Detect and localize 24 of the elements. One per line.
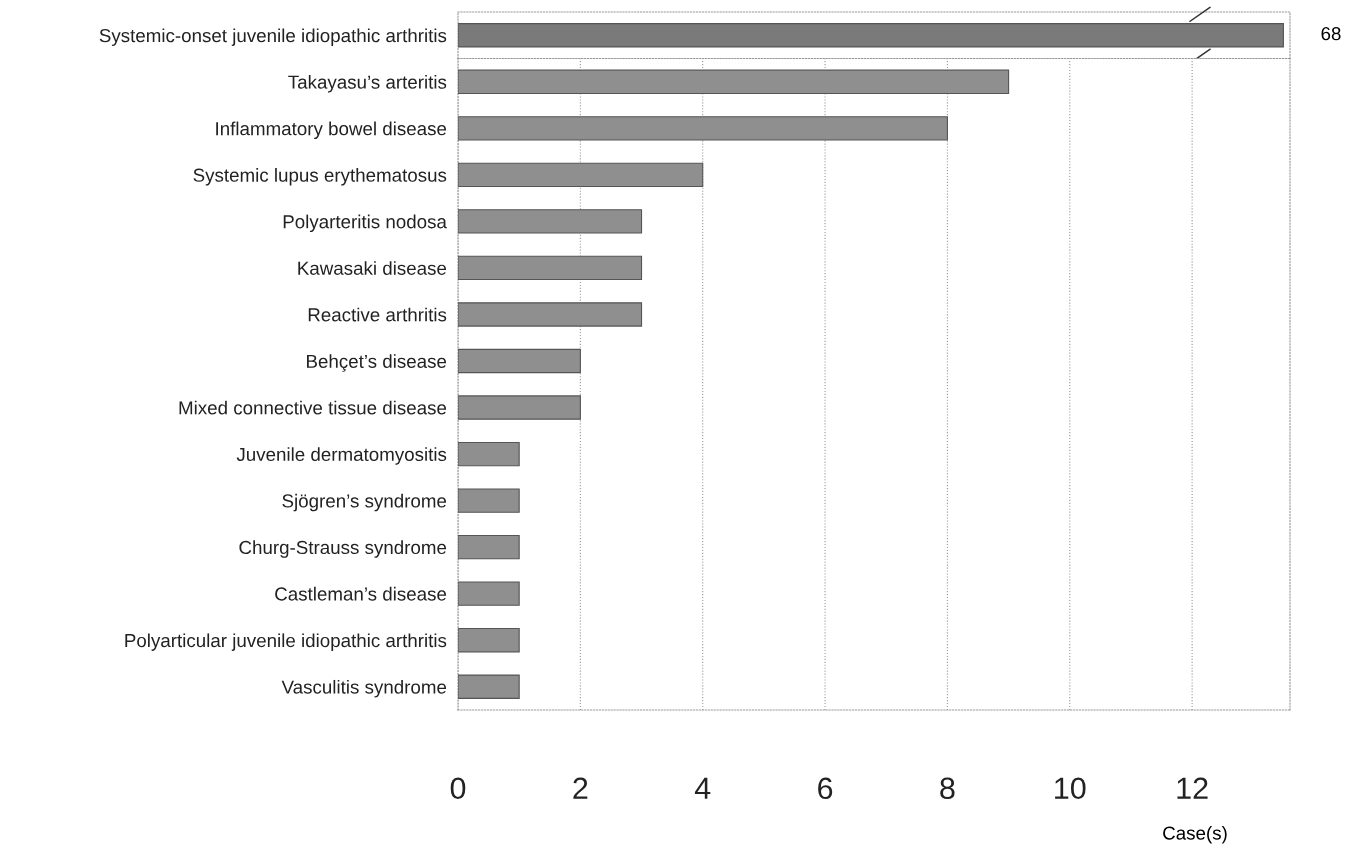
y-tick-label: Vasculitis syndrome [281, 679, 447, 698]
y-tick-label: Takayasu’s arteritis [288, 75, 447, 93]
y-tick-label: Mixed connective tissue disease [179, 400, 447, 415]
x-tick-label: 8 [940, 777, 955, 800]
y-tick-label: Behçet’s disease [307, 354, 447, 372]
y-tick-label: Inflammatory bowel disease [216, 121, 447, 140]
x-tick-label: 0 [450, 777, 466, 800]
y-tick-label: Reactive arthritis [308, 307, 447, 322]
x-tick-label: 2 [573, 777, 588, 799]
x-tick-label: 6 [818, 777, 833, 800]
x-tick-label: 12 [1177, 777, 1208, 799]
y-tick-label: Sjögren’s syndrome [282, 493, 447, 512]
y-tick-label: Systemic-onset juvenile idiopathic arthritis [99, 28, 447, 46]
y-tick-label: Polyarteritis nodosa [283, 214, 447, 233]
y-tick-label: Kawasaki disease [298, 261, 447, 275]
data-label: 68 [1321, 27, 1341, 41]
y-tick-label: Churg-Strauss syndrome [239, 540, 447, 558]
y-tick-label: Castleman’s disease [275, 586, 447, 601]
x-tick-label: 4 [694, 777, 711, 799]
x-axis-title: Case(s) [1163, 825, 1227, 844]
y-tick-label: Juvenile dermatomyositis [236, 447, 447, 465]
y-tick-label: Systemic lupus erythematosus [193, 168, 447, 186]
y-tick-label: Polyarticular juvenile idiopathic arthritis [125, 633, 447, 651]
x-tick-label: 10 [1055, 777, 1086, 800]
